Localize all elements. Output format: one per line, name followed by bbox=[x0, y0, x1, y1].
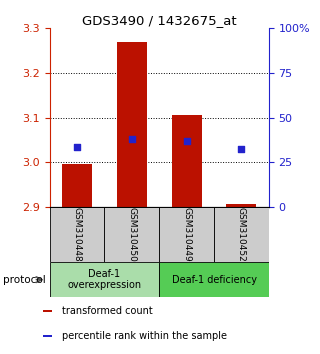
Title: GDS3490 / 1432675_at: GDS3490 / 1432675_at bbox=[82, 14, 236, 27]
Text: Deaf-1
overexpression: Deaf-1 overexpression bbox=[67, 269, 141, 291]
Bar bbox=[50, 262, 159, 297]
Bar bbox=[172, 115, 202, 207]
Text: Deaf-1 deficiency: Deaf-1 deficiency bbox=[172, 275, 257, 285]
Bar bbox=[50, 207, 104, 262]
Bar bbox=[226, 204, 256, 207]
Text: protocol: protocol bbox=[3, 275, 46, 285]
Bar bbox=[117, 42, 147, 207]
Point bbox=[239, 146, 244, 152]
Point bbox=[184, 138, 189, 144]
Bar bbox=[43, 310, 52, 312]
Text: GSM310449: GSM310449 bbox=[182, 207, 191, 262]
Text: transformed count: transformed count bbox=[62, 306, 153, 316]
Bar bbox=[214, 207, 269, 262]
Bar bbox=[62, 164, 92, 207]
Text: GSM310452: GSM310452 bbox=[237, 207, 246, 262]
Text: percentile rank within the sample: percentile rank within the sample bbox=[62, 331, 227, 341]
Text: GSM310448: GSM310448 bbox=[73, 207, 82, 262]
Text: GSM310450: GSM310450 bbox=[127, 207, 136, 262]
Point bbox=[75, 144, 80, 150]
Bar bbox=[104, 207, 159, 262]
Bar bbox=[159, 262, 269, 297]
Bar bbox=[43, 335, 52, 337]
Bar bbox=[159, 207, 214, 262]
Point bbox=[129, 136, 134, 142]
